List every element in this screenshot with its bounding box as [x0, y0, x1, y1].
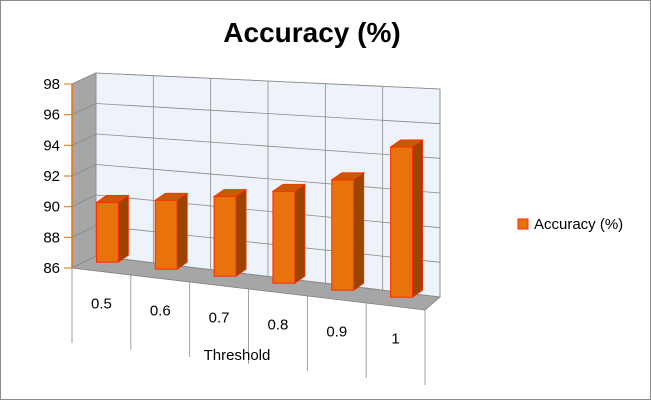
- gridline-side: [71, 194, 97, 208]
- gridlines: [71, 72, 441, 298]
- bar-top: [153, 192, 189, 201]
- legend: Accuracy (%): [517, 216, 623, 233]
- y-tick-label: 92: [43, 168, 60, 185]
- bar-top: [212, 189, 248, 197]
- chart-walls: [70, 72, 441, 311]
- gridline-side: [71, 225, 97, 238]
- bar-top: [330, 172, 366, 181]
- x-axis-label: Threshold: [204, 347, 271, 364]
- bar: [390, 146, 414, 298]
- bar: [154, 199, 178, 270]
- legend-label: Accuracy (%): [534, 216, 623, 233]
- y-tick-label: 90: [43, 199, 60, 216]
- y-tick-label: 94: [43, 137, 60, 154]
- x-axis-categories: 0.5 0.6 0.7 0.8 0.9 1: [71, 268, 426, 385]
- bar: [331, 179, 355, 291]
- gridline-side: [71, 72, 97, 85]
- y-tick-label: 88: [43, 229, 60, 246]
- bar: [213, 195, 237, 277]
- x-tick-label: 0.6: [150, 303, 171, 320]
- x-tick-label: 1: [391, 331, 399, 348]
- bar-side: [353, 172, 365, 291]
- bar-top: [271, 183, 307, 192]
- gridline-side: [71, 133, 97, 146]
- gridline-side: [71, 103, 97, 116]
- x-tick-label: 0.8: [267, 317, 288, 334]
- x-tick-label: 0.9: [326, 324, 347, 341]
- y-axis-ticks: 86 88 90 92 94 96 98: [43, 76, 72, 277]
- bar: [272, 190, 296, 284]
- bar-side: [412, 139, 423, 298]
- bar-side: [118, 194, 129, 263]
- y-tick-label: 96: [43, 107, 60, 124]
- legend-swatch: [517, 218, 529, 230]
- bar-side: [294, 183, 306, 284]
- bars: [95, 139, 424, 298]
- x-tick-label: 0.7: [209, 310, 230, 327]
- y-tick-label: 98: [43, 76, 60, 93]
- bar-top: [95, 195, 130, 203]
- bar-side: [235, 188, 247, 277]
- gridline-side: [71, 255, 97, 269]
- bar-top: [389, 139, 424, 148]
- y-tick-label: 86: [43, 260, 60, 277]
- bar: [95, 201, 119, 263]
- bar-side: [176, 192, 188, 270]
- gridline-side: [71, 164, 97, 177]
- x-tick-label: 0.5: [91, 296, 112, 313]
- chart-title: Accuracy (%): [223, 17, 400, 48]
